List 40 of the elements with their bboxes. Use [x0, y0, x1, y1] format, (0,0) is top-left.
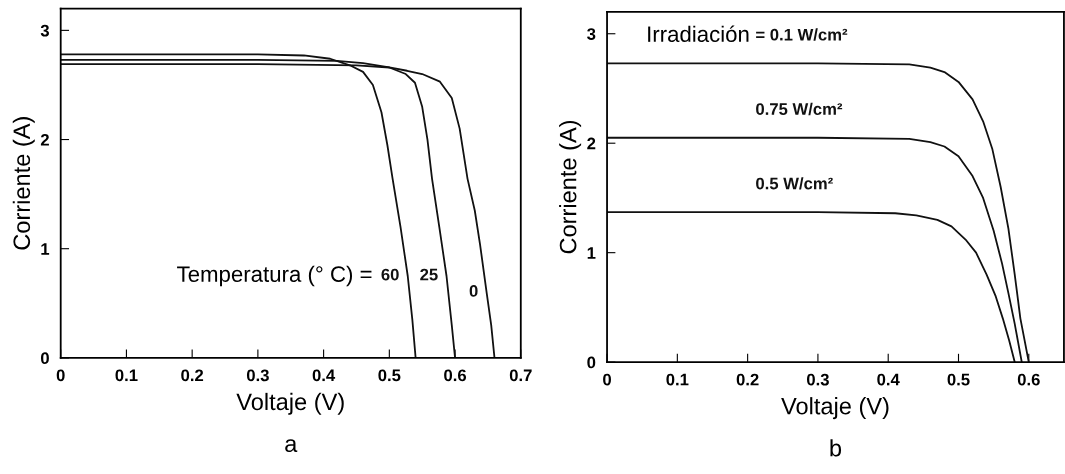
- x-tick-label: 0.2: [181, 369, 204, 382]
- text: b: [830, 439, 842, 457]
- x-tick-label: 0: [56, 369, 65, 382]
- x-tick-label: 0.3: [246, 369, 269, 382]
- series-label: = 0.1 W/cm²: [756, 28, 848, 41]
- annotation: Irradiación: [648, 25, 749, 43]
- y-tick-label: 1: [41, 243, 50, 255]
- y-tick-label: 2: [587, 137, 596, 150]
- y-axis-title: Corriente (A): [12, 117, 35, 250]
- x-axis-title: Voltaje (V): [781, 397, 889, 420]
- x-tick-label: 0.5: [947, 373, 970, 386]
- y-tick-label: 1: [587, 247, 596, 259]
- x-tick-label: 0.4: [877, 373, 900, 386]
- y-tick-label: 0: [40, 352, 49, 365]
- series-label: 0: [469, 285, 478, 297]
- line-series: [607, 62, 1030, 363]
- x-tick-label: 0.7: [509, 369, 532, 382]
- x-tick-label: 0.5: [378, 369, 401, 382]
- y-axis-title: Corriente (A): [559, 120, 582, 254]
- text: a: [285, 439, 298, 453]
- line-series: [607, 136, 1023, 363]
- y-tick-label: 3: [40, 24, 49, 37]
- x-tick-label: 0.4: [312, 369, 336, 382]
- line-series: [607, 211, 1016, 363]
- y-tick-label: 3: [587, 28, 596, 40]
- x-tick-label: 0.3: [807, 373, 829, 386]
- x-tick-label: 0.6: [1017, 373, 1040, 386]
- x-tick-label: 0.2: [736, 373, 759, 386]
- series-label: 60: [381, 268, 399, 281]
- series-label: 0.5 W/cm²: [756, 177, 833, 190]
- x-tick-label: 0.6: [444, 369, 467, 382]
- y-tick-label: 2: [40, 133, 49, 146]
- x-tick-label: 0.1: [666, 373, 689, 386]
- x-tick-label: 0: [603, 373, 611, 386]
- series-label: 25: [420, 268, 438, 281]
- y-tick-label: 0: [587, 356, 596, 369]
- x-axis-title: Voltaje (V): [236, 392, 344, 415]
- annotation: Temperatura (° C) =: [177, 265, 372, 287]
- series-label: 0.75 W/cm²: [756, 102, 843, 116]
- x-tick-label: 0.1: [115, 369, 138, 382]
